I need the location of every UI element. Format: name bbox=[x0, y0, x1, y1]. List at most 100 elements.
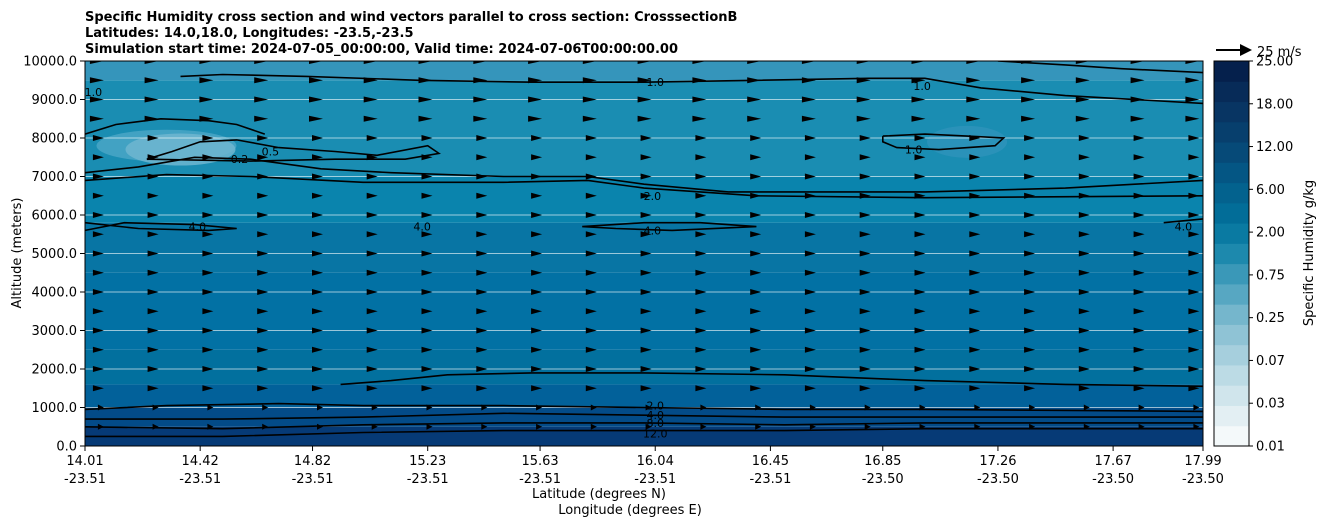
wind-vector-0-8 bbox=[536, 423, 543, 430]
wind-vector-0-20 bbox=[1193, 423, 1200, 430]
wind-vector-19-14 bbox=[856, 61, 871, 64]
wind-vector-18-0 bbox=[89, 77, 104, 84]
wind-vector-0-16 bbox=[974, 423, 981, 430]
wind-vector-6-10 bbox=[640, 308, 652, 315]
wind-vector-14-9 bbox=[585, 154, 597, 161]
wind-vector-16-4 bbox=[309, 115, 323, 122]
y-tick-label-7: 7000.0 bbox=[32, 170, 78, 185]
wind-vector-6-17 bbox=[1024, 308, 1036, 315]
wind-vector-5-10 bbox=[640, 327, 652, 334]
wind-vector-2-20 bbox=[1188, 385, 1200, 392]
wind-vector-16-11 bbox=[692, 115, 707, 122]
wind-vector-7-11 bbox=[695, 289, 707, 295]
wind-vector-2-19 bbox=[1133, 385, 1145, 392]
wind-vector-19-4 bbox=[309, 61, 323, 64]
wind-vector-5-20 bbox=[1188, 327, 1200, 334]
x-tick-lon-1: -23.51 bbox=[179, 472, 221, 487]
wind-vector-6-4 bbox=[312, 308, 323, 315]
wind-vector-3-20 bbox=[1188, 366, 1200, 372]
wind-vector-18-5 bbox=[363, 77, 378, 84]
x-tick-lon-5: -23.51 bbox=[634, 472, 676, 487]
wind-vector-15-15 bbox=[914, 135, 926, 141]
wind-vector-0-3 bbox=[262, 423, 269, 430]
wind-vector-11-11 bbox=[695, 212, 707, 218]
x-tick-lon-6: -23.51 bbox=[749, 472, 791, 487]
wind-vector-4-7 bbox=[476, 346, 488, 353]
wind-vector-15-10 bbox=[640, 135, 652, 141]
wind-vector-6-12 bbox=[750, 308, 762, 315]
wind-vector-15-3 bbox=[257, 135, 269, 141]
wind-vector-5-5 bbox=[366, 327, 378, 334]
wind-vector-19-16 bbox=[966, 61, 981, 64]
wind-vector-18-10 bbox=[637, 77, 652, 84]
wind-vector-0-2 bbox=[207, 423, 214, 430]
chart-title-line-3: Simulation start time: 2024-07-05_00:00:… bbox=[85, 42, 678, 57]
wind-vector-10-2 bbox=[202, 231, 214, 238]
wind-vector-10-13 bbox=[804, 231, 816, 238]
wind-vector-14-12 bbox=[750, 154, 762, 161]
wind-vector-5-7 bbox=[476, 327, 488, 334]
contour-label-5: 0.2 bbox=[231, 153, 249, 166]
x-tick-lat-4: 15.63 bbox=[521, 454, 558, 469]
contour-label-2: 1.0 bbox=[913, 80, 931, 93]
wind-vector-13-12 bbox=[750, 173, 762, 180]
wind-vector-14-5 bbox=[366, 154, 378, 161]
x-axis-label-latitude: Latitude (degrees N) bbox=[532, 487, 666, 502]
wind-vector-19-6 bbox=[418, 61, 433, 64]
wind-vector-14-19 bbox=[1133, 154, 1145, 161]
wind-vector-9-0 bbox=[92, 250, 104, 257]
wind-vector-15-11 bbox=[695, 135, 707, 141]
wind-vector-12-15 bbox=[914, 192, 926, 199]
y-axis-label: Altitude (meters) bbox=[10, 198, 25, 309]
contour-label-0: 1.0 bbox=[85, 86, 103, 99]
wind-vector-16-19 bbox=[1130, 115, 1145, 122]
wind-vector-7-17 bbox=[1024, 289, 1036, 295]
wind-vector-10-14 bbox=[859, 231, 871, 238]
y-tick-label-9: 9000.0 bbox=[32, 93, 78, 108]
wind-vector-19-10 bbox=[637, 61, 652, 64]
wind-vector-9-16 bbox=[969, 250, 981, 257]
wind-vector-0-10 bbox=[645, 423, 652, 430]
wind-vector-17-16 bbox=[966, 96, 981, 103]
wind-vector-13-4 bbox=[312, 173, 323, 180]
wind-vector-10-17 bbox=[1024, 231, 1036, 238]
wind-vector-7-3 bbox=[257, 289, 269, 295]
wind-vector-1-15 bbox=[919, 404, 926, 411]
wind-vector-11-19 bbox=[1133, 212, 1145, 218]
wind-vector-6-8 bbox=[531, 308, 543, 315]
field-band-7 bbox=[85, 80, 1203, 177]
wind-vector-16-8 bbox=[528, 115, 543, 122]
wind-vector-14-14 bbox=[859, 154, 871, 161]
wind-vector-18-15 bbox=[911, 77, 926, 84]
wind-vector-13-17 bbox=[1024, 173, 1036, 180]
wind-vector-19-9 bbox=[582, 61, 597, 64]
wind-vector-8-15 bbox=[914, 269, 926, 276]
reference-vector-key: 25 m/s bbox=[1216, 44, 1302, 60]
x-tick-lon-3: -23.51 bbox=[407, 472, 449, 487]
wind-vector-14-13 bbox=[804, 154, 816, 161]
colorbar-tick-label-2: 12.00 bbox=[1256, 140, 1293, 155]
wind-vector-3-7 bbox=[476, 366, 488, 372]
wind-vector-15-2 bbox=[202, 135, 214, 141]
wind-vector-16-9 bbox=[582, 115, 597, 122]
reference-vector-label: 25 m/s bbox=[1257, 45, 1302, 60]
wind-vector-7-15 bbox=[914, 289, 926, 295]
wind-vector-13-1 bbox=[147, 173, 159, 180]
wind-vector-12-2 bbox=[202, 192, 214, 199]
wind-vector-13-11 bbox=[695, 173, 707, 180]
wind-vector-11-5 bbox=[366, 212, 378, 218]
wind-vector-3-18 bbox=[1078, 366, 1090, 372]
wind-vector-11-16 bbox=[969, 212, 981, 218]
wind-vector-17-18 bbox=[1075, 96, 1090, 103]
wind-vector-18-14 bbox=[856, 77, 871, 84]
colorbar-segment-13 bbox=[1214, 162, 1249, 184]
wind-vector-14-7 bbox=[476, 154, 488, 161]
wind-vector-9-20 bbox=[1188, 250, 1200, 257]
contour-label-7: 4.0 bbox=[189, 221, 207, 234]
wind-vector-12-6 bbox=[421, 192, 433, 199]
wind-vector-15-20 bbox=[1188, 135, 1200, 141]
wind-vector-11-17 bbox=[1024, 212, 1036, 218]
colorbar-segment-3 bbox=[1214, 364, 1249, 386]
wind-vector-13-6 bbox=[421, 173, 433, 180]
x-tick-lon-0: -23.51 bbox=[64, 472, 106, 487]
